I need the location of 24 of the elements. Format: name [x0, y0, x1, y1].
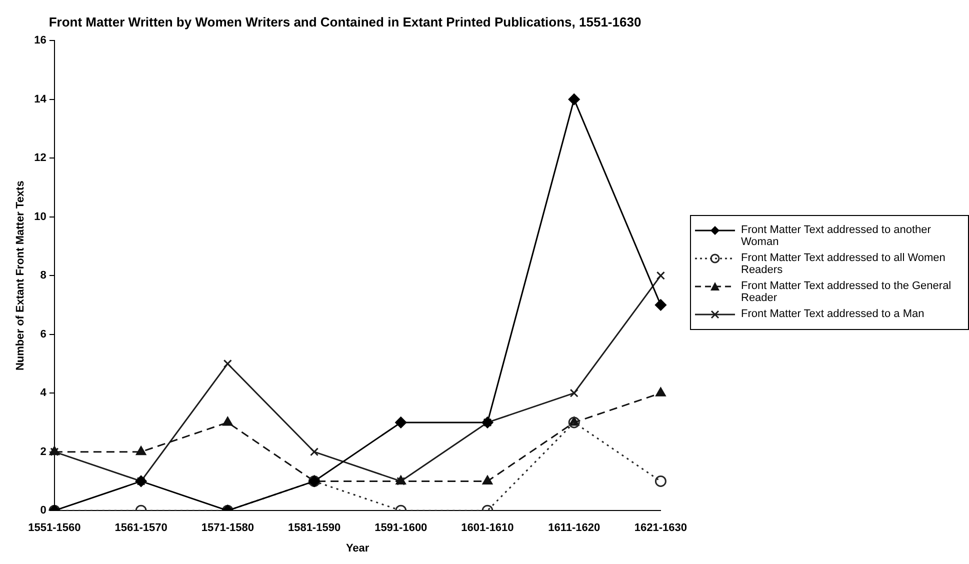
x-tick-label: 1561-1570 [114, 522, 168, 534]
x-tick-label: 1611-1620 [548, 522, 600, 534]
legend-label: Front Matter Text addressed to a Man [741, 308, 924, 320]
legend-label: Front Matter Text addressed to all Women Readers [741, 252, 946, 276]
legend-label: Front Matter Text addressed to the General Reader [741, 280, 952, 304]
x-tick-label: 1621-1630 [634, 522, 687, 534]
chart-title: Front Matter Written by Women Writers and Contained in Extant Printed Publications, 1551-1630 [48, 14, 642, 30]
x-tick-label: 1571-1580 [201, 522, 254, 534]
y-tick-label: 10 [34, 210, 46, 223]
y-axis-title: Number of Extant Front Matter Texts [14, 180, 27, 371]
y-tick-label: 0 [40, 504, 46, 517]
x-axis-title: Year [346, 542, 370, 554]
y-tick-label: 12 [34, 152, 46, 164]
legend-label: Front Matter Text addressed to another Woman [741, 224, 932, 248]
y-tick-label: 2 [40, 446, 46, 458]
y-tick-label: 16 [34, 34, 46, 47]
y-tick-label: 14 [34, 93, 48, 106]
x-tick-label: 1601-1610 [461, 522, 514, 534]
x-tick-label: 1551-1560 [28, 522, 81, 534]
y-tick-label: 8 [40, 270, 46, 282]
x-tick-label: 1581-1590 [288, 522, 341, 534]
y-tick-label: 4 [40, 387, 48, 400]
y-tick-label: 6 [40, 328, 46, 340]
x-tick-label: 1591-1600 [374, 522, 428, 534]
